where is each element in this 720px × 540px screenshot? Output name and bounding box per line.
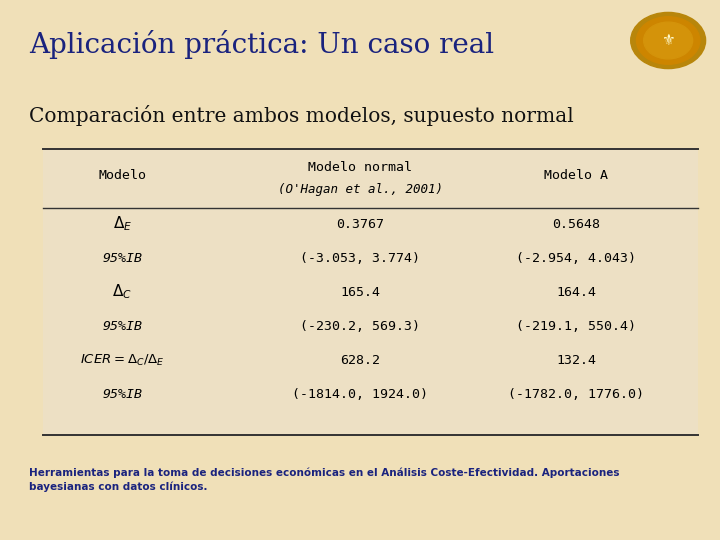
Text: (-1814.0, 1924.0): (-1814.0, 1924.0) [292, 388, 428, 401]
Circle shape [644, 22, 693, 59]
Text: $ICER = \Delta_C/\Delta_E$: $ICER = \Delta_C/\Delta_E$ [80, 353, 165, 368]
Circle shape [636, 17, 700, 64]
Text: (O'Hagan et al., 2001): (O'Hagan et al., 2001) [277, 183, 443, 195]
Text: 0.5648: 0.5648 [552, 218, 600, 231]
Text: 95%IB: 95%IB [102, 320, 143, 333]
Text: (-1782.0, 1776.0): (-1782.0, 1776.0) [508, 388, 644, 401]
Text: 0.3767: 0.3767 [336, 218, 384, 231]
Text: (-3.053, 3.774): (-3.053, 3.774) [300, 252, 420, 265]
Text: Herramientas para la toma de decisiones económicas en el Análisis Coste-Efectivi: Herramientas para la toma de decisiones … [29, 467, 619, 492]
Text: $\Delta_E$: $\Delta_E$ [113, 215, 132, 233]
Text: Comparación entre ambos modelos, supuesto normal: Comparación entre ambos modelos, supuest… [29, 105, 574, 126]
Text: 95%IB: 95%IB [102, 388, 143, 401]
Text: 164.4: 164.4 [556, 286, 596, 299]
Text: 132.4: 132.4 [556, 354, 596, 367]
Text: Aplicación práctica: Un caso real: Aplicación práctica: Un caso real [29, 30, 494, 59]
FancyBboxPatch shape [43, 148, 698, 435]
Circle shape [631, 12, 706, 69]
Text: Modelo A: Modelo A [544, 169, 608, 182]
Text: 628.2: 628.2 [340, 354, 380, 367]
Text: 95%IB: 95%IB [102, 252, 143, 265]
Text: (-219.1, 550.4): (-219.1, 550.4) [516, 320, 636, 333]
Text: (-2.954, 4.043): (-2.954, 4.043) [516, 252, 636, 265]
Text: Modelo normal: Modelo normal [308, 161, 412, 174]
Text: $\Delta_C$: $\Delta_C$ [112, 283, 132, 301]
Text: 165.4: 165.4 [340, 286, 380, 299]
Text: (-230.2, 569.3): (-230.2, 569.3) [300, 320, 420, 333]
Text: Modelo: Modelo [99, 169, 146, 182]
Text: ⚜: ⚜ [662, 33, 675, 48]
